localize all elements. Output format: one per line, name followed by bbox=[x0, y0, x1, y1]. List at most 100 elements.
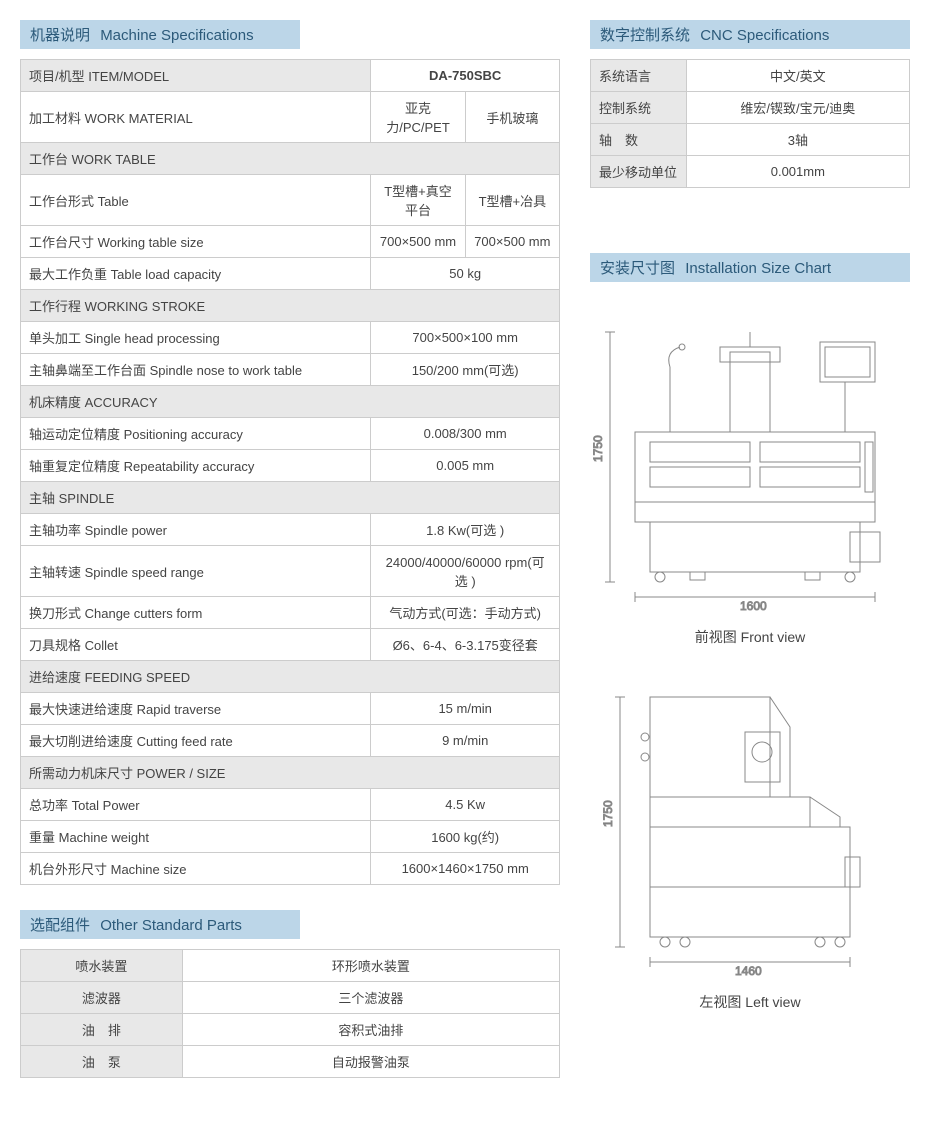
row-value: 15 m/min bbox=[371, 693, 560, 725]
other-parts-table: 喷水装置环形喷水装置滤波器三个滤波器油 排容积式油排油 泵自动报警油泵 bbox=[20, 949, 560, 1078]
table-row: 工作台形式 TableT型槽+真空平台T型槽+冶具 bbox=[21, 175, 560, 226]
table-row: 控制系统维宏/锲致/宝元/迪奥 bbox=[591, 92, 910, 124]
table-row: 滤波器三个滤波器 bbox=[21, 982, 560, 1014]
row-value: 自动报警油泵 bbox=[182, 1046, 559, 1078]
table-row: 最大工作负重 Table load capacity50 kg bbox=[21, 258, 560, 290]
row-label: 轴运动定位精度 Positioning accuracy bbox=[21, 418, 371, 450]
row-label: 换刀形式 Change cutters form bbox=[21, 597, 371, 629]
row-value: 50 kg bbox=[371, 258, 560, 290]
section-title-cn: 选配组件 bbox=[30, 917, 90, 934]
row-label: 刀具规格 Collet bbox=[21, 629, 371, 661]
row-label: 控制系统 bbox=[591, 92, 687, 124]
row-value: 3轴 bbox=[686, 124, 909, 156]
section-label: 机床精度 ACCURACY bbox=[21, 386, 560, 418]
table-row: 主轴功率 Spindle power1.8 Kw(可选 ) bbox=[21, 514, 560, 546]
table-row: 轴重复定位精度 Repeatability accuracy0.005 mm bbox=[21, 450, 560, 482]
row-value: 亚克力/PC/PET bbox=[371, 92, 465, 143]
left-view-caption: 左视图 Left view bbox=[590, 992, 910, 1012]
cnc-specs-table: 系统语言中文/英文控制系统维宏/锲致/宝元/迪奥轴 数3轴最少移动单位0.001… bbox=[590, 59, 910, 188]
row-value: 1.8 Kw(可选 ) bbox=[371, 514, 560, 546]
row-label: 工作台尺寸 Working table size bbox=[21, 226, 371, 258]
table-row: 重量 Machine weight1600 kg(约) bbox=[21, 821, 560, 853]
row-label: 滤波器 bbox=[21, 982, 183, 1014]
row-label: 主轴转速 Spindle speed range bbox=[21, 546, 371, 597]
section-title-cn: 机器说明 bbox=[30, 27, 90, 44]
table-row: 机床精度 ACCURACY bbox=[21, 386, 560, 418]
section-label: 主轴 SPINDLE bbox=[21, 482, 560, 514]
installation-header: 安装尺寸图 Installation Size Chart bbox=[590, 253, 910, 282]
table-row: 进给速度 FEEDING SPEED bbox=[21, 661, 560, 693]
row-label: 主轴功率 Spindle power bbox=[21, 514, 371, 546]
row-label: 单头加工 Single head processing bbox=[21, 322, 371, 354]
section-label: 进给速度 FEEDING SPEED bbox=[21, 661, 560, 693]
table-row: 喷水装置环形喷水装置 bbox=[21, 950, 560, 982]
row-value: 1600 kg(约) bbox=[371, 821, 560, 853]
table-row: 单头加工 Single head processing700×500×100 m… bbox=[21, 322, 560, 354]
row-value: T型槽+冶具 bbox=[465, 175, 559, 226]
table-row: 最大快速进给速度 Rapid traverse15 m/min bbox=[21, 693, 560, 725]
table-row: 最少移动单位0.001mm bbox=[591, 156, 910, 188]
row-label: 最大快速进给速度 Rapid traverse bbox=[21, 693, 371, 725]
table-row: 油 排容积式油排 bbox=[21, 1014, 560, 1046]
row-label: 主轴鼻端至工作台面 Spindle nose to work table bbox=[21, 354, 371, 386]
left-view-svg: 1750 bbox=[590, 677, 910, 977]
row-label: 最大工作负重 Table load capacity bbox=[21, 258, 371, 290]
row-value: 容积式油排 bbox=[182, 1014, 559, 1046]
machine-specs-header: 机器说明 Machine Specifications bbox=[20, 20, 300, 49]
front-view-drawing: 1750 bbox=[590, 312, 910, 617]
table-row: 轴 数3轴 bbox=[591, 124, 910, 156]
table-row: 系统语言中文/英文 bbox=[591, 60, 910, 92]
table-row: 最大切削进给速度 Cutting feed rate9 m/min bbox=[21, 725, 560, 757]
row-value: 24000/40000/60000 rpm(可选 ) bbox=[371, 546, 560, 597]
section-label: 所需动力机床尺寸 POWER / SIZE bbox=[21, 757, 560, 789]
section-title-en: Other Standard Parts bbox=[100, 917, 242, 934]
row-label: 机台外形尺寸 Machine size bbox=[21, 853, 371, 885]
table-row: 所需动力机床尺寸 POWER / SIZE bbox=[21, 757, 560, 789]
row-label: 轴重复定位精度 Repeatability accuracy bbox=[21, 450, 371, 482]
row-value: 1600×1460×1750 mm bbox=[371, 853, 560, 885]
row-label: 总功率 Total Power bbox=[21, 789, 371, 821]
table-row: 加工材料 WORK MATERIAL亚克力/PC/PET手机玻璃 bbox=[21, 92, 560, 143]
table-row: 轴运动定位精度 Positioning accuracy0.008/300 mm bbox=[21, 418, 560, 450]
row-label: 轴 数 bbox=[591, 124, 687, 156]
row-label: 最大切削进给速度 Cutting feed rate bbox=[21, 725, 371, 757]
table-row: 总功率 Total Power4.5 Kw bbox=[21, 789, 560, 821]
row-value: 维宏/锲致/宝元/迪奥 bbox=[686, 92, 909, 124]
row-value: T型槽+真空平台 bbox=[371, 175, 465, 226]
row-value: 700×500×100 mm bbox=[371, 322, 560, 354]
row-value: 700×500 mm bbox=[371, 226, 465, 258]
table-row: 换刀形式 Change cutters form气动方式(可选：手动方式) bbox=[21, 597, 560, 629]
section-title-cn: 数字控制系统 bbox=[600, 27, 690, 44]
row-value: 0.001mm bbox=[686, 156, 909, 188]
left-view-drawing: 1750 bbox=[590, 677, 910, 982]
row-label: 系统语言 bbox=[591, 60, 687, 92]
other-parts-header: 选配组件 Other Standard Parts bbox=[20, 910, 300, 939]
row-label: 工作台形式 Table bbox=[21, 175, 371, 226]
row-value: 4.5 Kw bbox=[371, 789, 560, 821]
row-value: 三个滤波器 bbox=[182, 982, 559, 1014]
section-label: 工作行程 WORKING STROKE bbox=[21, 290, 560, 322]
machine-specs-table: 项目/机型 ITEM/MODEL DA-750SBC 加工材料 WORK MAT… bbox=[20, 59, 560, 885]
row-value: Ø6、6-4、6-3.175变径套 bbox=[371, 629, 560, 661]
table-row: 刀具规格 ColletØ6、6-4、6-3.175变径套 bbox=[21, 629, 560, 661]
model-value: DA-750SBC bbox=[371, 60, 560, 92]
item-model-label: 项目/机型 ITEM/MODEL bbox=[21, 60, 371, 92]
table-row: 主轴转速 Spindle speed range24000/40000/6000… bbox=[21, 546, 560, 597]
row-value: 环形喷水装置 bbox=[182, 950, 559, 982]
row-label: 加工材料 WORK MATERIAL bbox=[21, 92, 371, 143]
table-row: 油 泵自动报警油泵 bbox=[21, 1046, 560, 1078]
row-value: 150/200 mm(可选) bbox=[371, 354, 560, 386]
table-row: 工作台 WORK TABLE bbox=[21, 143, 560, 175]
table-row: 主轴鼻端至工作台面 Spindle nose to work table150/… bbox=[21, 354, 560, 386]
table-row: 工作行程 WORKING STROKE bbox=[21, 290, 560, 322]
table-row: 主轴 SPINDLE bbox=[21, 482, 560, 514]
row-value: 0.005 mm bbox=[371, 450, 560, 482]
cnc-specs-header: 数字控制系统 CNC Specifications bbox=[590, 20, 910, 49]
front-view-svg: 1750 bbox=[590, 312, 910, 612]
section-title-en: Installation Size Chart bbox=[685, 260, 831, 277]
row-value: 9 m/min bbox=[371, 725, 560, 757]
row-value: 中文/英文 bbox=[686, 60, 909, 92]
row-value: 0.008/300 mm bbox=[371, 418, 560, 450]
svg-text:1750: 1750 bbox=[601, 800, 615, 827]
row-label: 油 泵 bbox=[21, 1046, 183, 1078]
